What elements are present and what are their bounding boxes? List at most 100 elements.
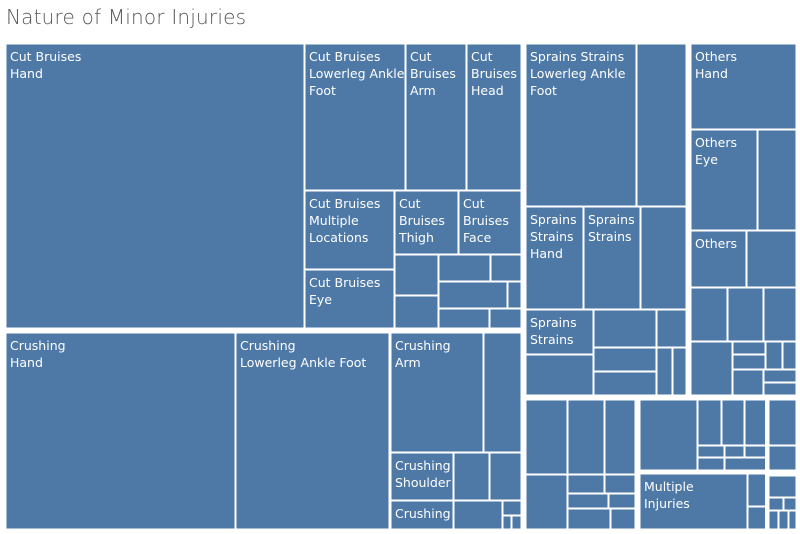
treemap-cell-cut-bruises[interactable] (466, 43, 522, 191)
treemap-cell-cut-bruises[interactable] (490, 254, 522, 282)
treemap-cell-label-cut-bruises: Cut Bruises Face (463, 196, 509, 245)
treemap-cell-label-cut-bruises: Cut Bruises Multiple Locations (309, 196, 380, 245)
treemap-cell-cut-bruises[interactable] (489, 308, 522, 329)
treemap-cell-crushing[interactable] (390, 332, 484, 453)
treemap-cell-crushing[interactable] (453, 500, 503, 530)
treemap-cell-multiple-injuries[interactable] (639, 473, 748, 530)
treemap-cell-others[interactable] (690, 43, 797, 130)
treemap-cell-label-crushing: Crushing Shoulder (395, 458, 452, 490)
treemap-cell-others[interactable] (732, 354, 766, 370)
treemap-cell-multiple-injuries[interactable] (768, 497, 784, 511)
treemap-cell-multiple-injuries[interactable] (744, 399, 767, 446)
treemap-cell-multiple-injuries[interactable] (608, 493, 636, 509)
treemap-cell-multiple-injuries[interactable] (525, 474, 568, 530)
treemap-cell-others[interactable] (690, 287, 728, 342)
treemap-cell-label-cut-bruises: Cut Bruises Hand (10, 49, 81, 81)
treemap-cell-multiple-injuries[interactable] (697, 457, 725, 471)
treemap-cell-sprains-strains[interactable] (593, 371, 657, 396)
treemap-cell-multiple-injuries[interactable] (788, 510, 797, 530)
treemap-cell-sprains-strains[interactable] (672, 347, 687, 396)
treemap-cell-others[interactable] (763, 287, 797, 342)
treemap-cell-crushing[interactable] (5, 332, 236, 530)
treemap-cell-cut-bruises[interactable] (394, 254, 439, 296)
treemap-cell-multiple-injuries[interactable] (567, 399, 605, 475)
treemap-cell-others[interactable] (763, 382, 797, 396)
treemap-cell-cut-bruises[interactable] (394, 190, 459, 255)
treemap-cell-sprains-strains[interactable] (525, 43, 637, 207)
treemap-cell-multiple-injuries[interactable] (744, 445, 767, 458)
treemap-cell-label-sprains-strains: Sprains Strains Lowerleg Ankle Foot (530, 49, 626, 98)
treemap-cell-sprains-strains[interactable] (656, 309, 687, 348)
treemap-cell-cut-bruises[interactable] (5, 43, 305, 329)
treemap-cell-multiple-injuries[interactable] (697, 445, 725, 458)
treemap-cell-others[interactable] (782, 341, 797, 370)
treemap-cell-multiple-injuries[interactable] (768, 475, 797, 498)
treemap-cell-others[interactable] (727, 287, 764, 342)
treemap-cell-crushing[interactable] (502, 500, 522, 516)
treemap-cell-sprains-strains[interactable] (525, 206, 584, 310)
treemap-cell-others[interactable] (690, 129, 758, 231)
treemap-cell-multiple-injuries[interactable] (721, 399, 745, 446)
treemap-cell-multiple-injuries[interactable] (768, 445, 797, 471)
treemap-cell-others[interactable] (746, 230, 797, 288)
treemap-cell-cut-bruises[interactable] (304, 269, 395, 329)
treemap-cell-sprains-strains[interactable] (656, 347, 673, 396)
treemap-cell-multiple-injuries[interactable] (604, 399, 636, 475)
chart-title: Nature of Minor Injuries (6, 5, 247, 29)
treemap-cell-crushing[interactable] (390, 500, 454, 530)
treemap-cell-others[interactable] (732, 369, 764, 396)
treemap-cell-multiple-injuries[interactable] (697, 399, 722, 446)
treemap-cell-multiple-injuries[interactable] (567, 508, 611, 530)
treemap-cell-multiple-injuries[interactable] (747, 506, 767, 530)
treemap-cell-multiple-injuries[interactable] (747, 473, 767, 507)
treemap-cell-sprains-strains[interactable] (640, 206, 687, 310)
treemap-cell-multiple-injuries[interactable] (604, 474, 636, 494)
treemap-cell-sprains-strains[interactable] (593, 347, 657, 372)
treemap-cell-multiple-injuries[interactable] (567, 493, 609, 509)
treemap-cell-multiple-injuries[interactable] (768, 510, 779, 530)
treemap-cell-cut-bruises[interactable] (507, 281, 522, 309)
treemap-cell-label-cut-bruises: Cut Bruises Head (471, 49, 517, 98)
treemap-cell-multiple-injuries[interactable] (639, 399, 698, 471)
treemap-cell-crushing[interactable] (390, 452, 454, 501)
treemap-cell-multiple-injuries[interactable] (768, 399, 797, 446)
treemap-cell-crushing[interactable] (489, 452, 522, 501)
treemap-cell-cut-bruises[interactable] (304, 190, 395, 270)
treemap-cell-others[interactable] (690, 230, 747, 288)
treemap-cell-multiple-injuries[interactable] (567, 474, 605, 494)
treemap-cell-cut-bruises[interactable] (438, 308, 490, 329)
treemap-cell-multiple-injuries[interactable] (778, 510, 789, 530)
treemap-cell-others[interactable] (763, 369, 797, 383)
treemap-cell-label-cut-bruises: Cut Bruises Arm (410, 49, 456, 98)
treemap-cell-others[interactable] (765, 341, 783, 370)
treemap-cell-multiple-injuries[interactable] (610, 508, 636, 530)
treemap-cell-cut-bruises[interactable] (405, 43, 467, 191)
treemap-cell-multiple-injuries[interactable] (724, 457, 767, 471)
treemap-cell-cut-bruises[interactable] (458, 190, 522, 255)
treemap-cell-crushing[interactable] (453, 452, 490, 501)
treemap-cell-others[interactable] (757, 129, 797, 231)
treemap-cell-cut-bruises[interactable] (394, 295, 439, 329)
treemap-cell-sprains-strains[interactable] (636, 43, 687, 207)
treemap-cell-crushing[interactable] (511, 515, 522, 530)
treemap-cell-multiple-injuries[interactable] (525, 399, 568, 475)
treemap-cell-crushing[interactable] (235, 332, 390, 530)
treemap-cell-label-others: Others Eye (695, 135, 737, 167)
treemap-cell-crushing[interactable] (483, 332, 522, 453)
treemap-cell-label-sprains-strains: Sprains Strains Hand (530, 212, 577, 261)
treemap-cell-sprains-strains[interactable] (593, 309, 657, 348)
treemap-cell-others[interactable] (732, 341, 766, 355)
treemap-cell-multiple-injuries[interactable] (724, 445, 745, 458)
treemap-cell-sprains-strains[interactable] (525, 354, 594, 396)
treemap-cell-cut-bruises[interactable] (438, 281, 508, 309)
treemap-cell-sprains-strains[interactable] (525, 309, 594, 355)
treemap-cell-label-crushing: Crushing Lowerleg Ankle Foot (240, 338, 366, 370)
treemap-cell-others[interactable] (690, 341, 733, 396)
treemap-cell-cut-bruises[interactable] (438, 254, 491, 282)
treemap-cell-label-crushing: Crushing Hand (10, 338, 66, 370)
treemap-cell-cut-bruises[interactable] (304, 43, 406, 191)
treemap-cell-sprains-strains[interactable] (583, 206, 641, 310)
treemap-cell-label-sprains-strains: Sprains Strains (530, 315, 577, 347)
treemap-cell-crushing[interactable] (502, 515, 512, 530)
treemap-cell-multiple-injuries[interactable] (783, 497, 797, 511)
